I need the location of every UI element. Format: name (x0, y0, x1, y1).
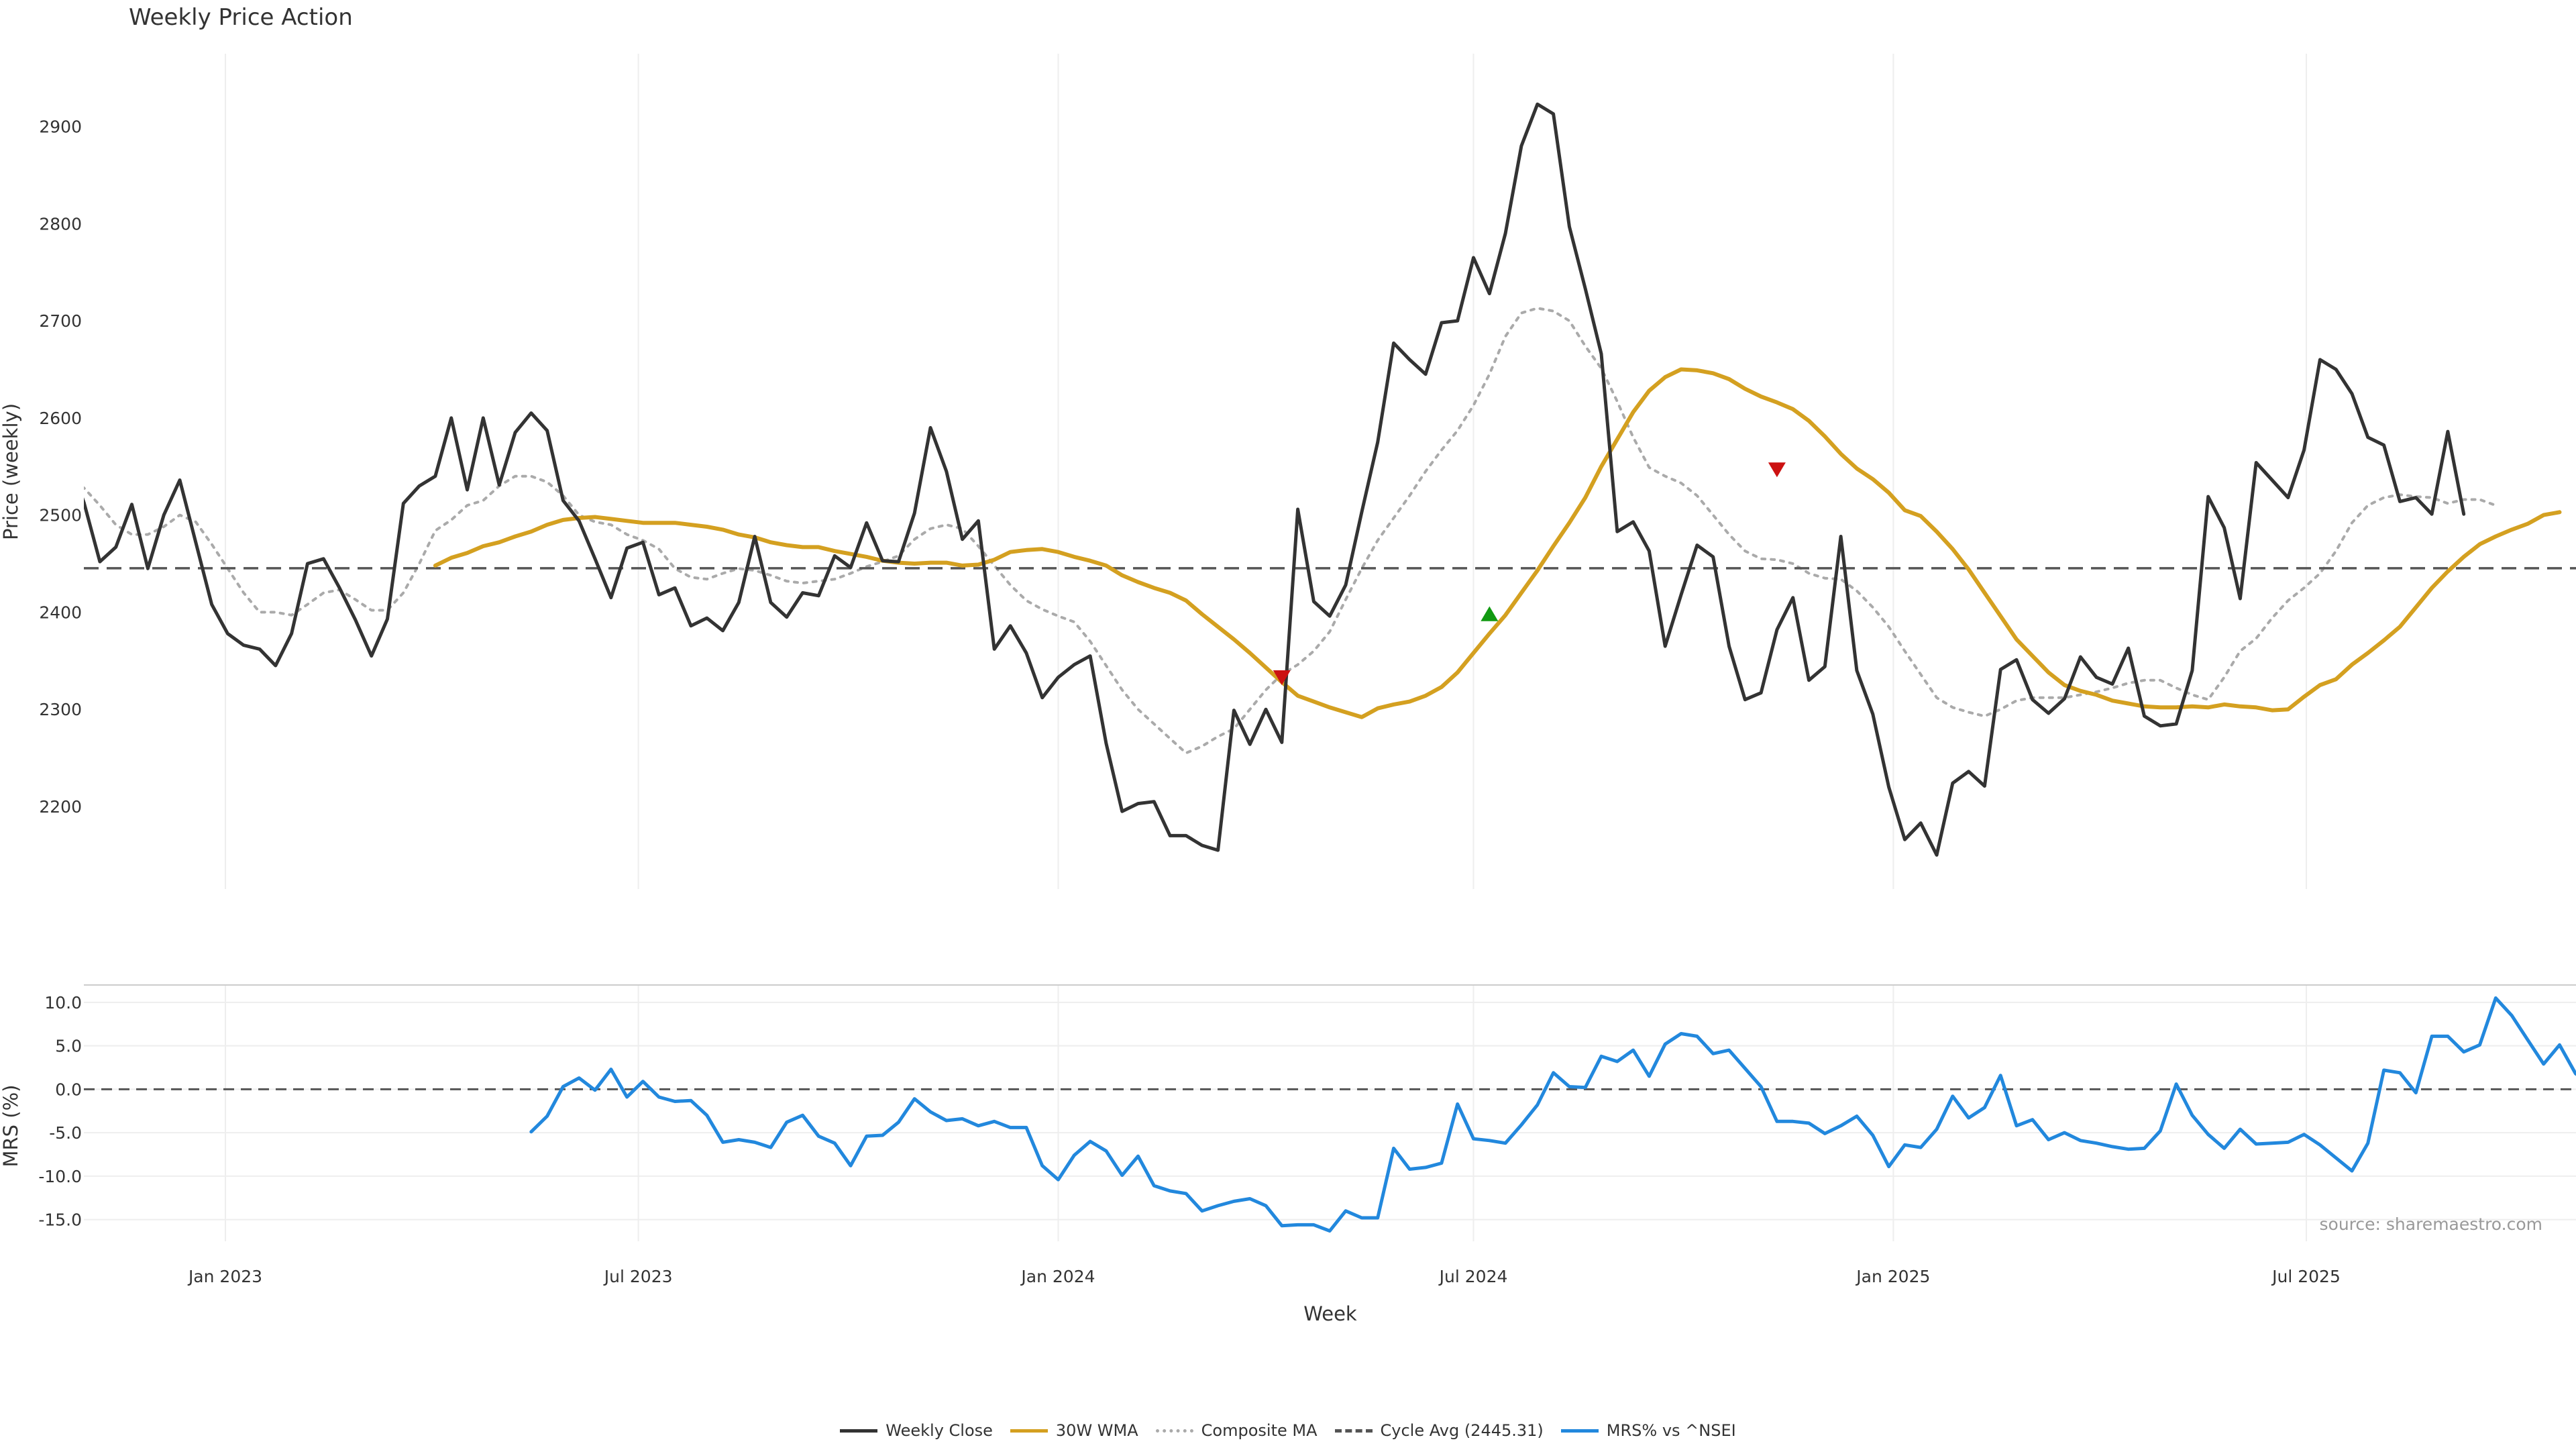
mrs-y-tick-label: -15.0 (38, 1210, 82, 1230)
x-tick-label: Jan 2023 (187, 1267, 262, 1286)
x-axis-label: Week (1303, 1302, 1357, 1325)
signal-markers (1273, 462, 1786, 686)
legend-label: MRS% vs ^NSEI (1606, 1421, 1736, 1440)
mrs-y-ticks: -15.0 -10.0 -5.0 0.0 5.0 10.0 (38, 993, 82, 1230)
mrs-y-tick-label: 10.0 (44, 993, 82, 1013)
x-ticks: Jan 2023 Jul 2023 Jan 2024 Jul 2024 Jan 2025… (187, 1267, 2341, 1286)
price-y-tick-label: 2500 (39, 506, 82, 525)
legend-label: 30W WMA (1055, 1421, 1138, 1440)
composite-ma-line (84, 307, 2498, 755)
mrs-series (84, 996, 2576, 1233)
x-tick-label: Jul 2023 (603, 1267, 673, 1286)
buy-signal-marker (1481, 606, 1499, 621)
legend-swatch (1010, 1429, 1048, 1433)
mrs-y-tick-label: 0.0 (55, 1080, 82, 1099)
price-y-tick-label: 2400 (39, 603, 82, 622)
price-y-tick-label: 2900 (39, 117, 82, 137)
mrs-line (529, 996, 2576, 1233)
mrs-y-axis-label: MRS (%) (0, 1085, 22, 1168)
price-series (84, 102, 2576, 857)
price-grid (225, 54, 2307, 889)
legend-swatch (840, 1429, 878, 1433)
legend-item: Composite MA (1155, 1421, 1318, 1440)
legend: Weekly Close 30W WMA Composite MA Cycle Avg… (0, 1417, 2576, 1444)
mrs-y-tick-label: -10.0 (38, 1167, 82, 1186)
chart-title: Weekly Price Action (129, 4, 353, 31)
legend-swatch (1334, 1429, 1373, 1433)
source-note: source: sharemaestro.com (2320, 1214, 2543, 1234)
legend-swatch (1155, 1429, 1193, 1433)
price-y-tick-label: 2800 (39, 214, 82, 234)
x-tick-label: Jan 2025 (1855, 1267, 1930, 1286)
weekly-close-line (84, 102, 2466, 857)
legend-item: 30W WMA (1010, 1421, 1138, 1440)
price-y-axis-label: Price (weekly) (0, 403, 22, 540)
x-tick-label: Jul 2025 (2271, 1267, 2341, 1286)
legend-swatch (1560, 1429, 1599, 1433)
price-y-tick-label: 2700 (39, 311, 82, 331)
price-y-ticks: 2200 2300 2400 2500 2600 2700 2800 2900 (39, 117, 82, 817)
legend-label: Cycle Avg (2445.31) (1380, 1421, 1544, 1440)
legend-label: Composite MA (1201, 1421, 1318, 1440)
mrs-y-tick-label: -5.0 (49, 1123, 82, 1143)
mrs-grid (84, 984, 2576, 1241)
x-tick-label: Jul 2024 (1438, 1267, 1508, 1286)
legend-item: MRS% vs ^NSEI (1560, 1421, 1736, 1440)
sell-signal-marker (1768, 462, 1786, 478)
mrs-y-tick-label: 5.0 (55, 1037, 82, 1056)
x-tick-label: Jan 2024 (1020, 1267, 1095, 1286)
legend-label: Weekly Close (885, 1421, 993, 1440)
wma-30w-line (433, 367, 2562, 719)
sell-signal-marker (1273, 670, 1291, 686)
legend-item: Cycle Avg (2445.31) (1334, 1421, 1544, 1440)
legend-item: Weekly Close (840, 1421, 993, 1440)
price-y-tick-label: 2600 (39, 409, 82, 428)
price-y-tick-label: 2200 (39, 797, 82, 817)
price-y-tick-label: 2300 (39, 700, 82, 719)
